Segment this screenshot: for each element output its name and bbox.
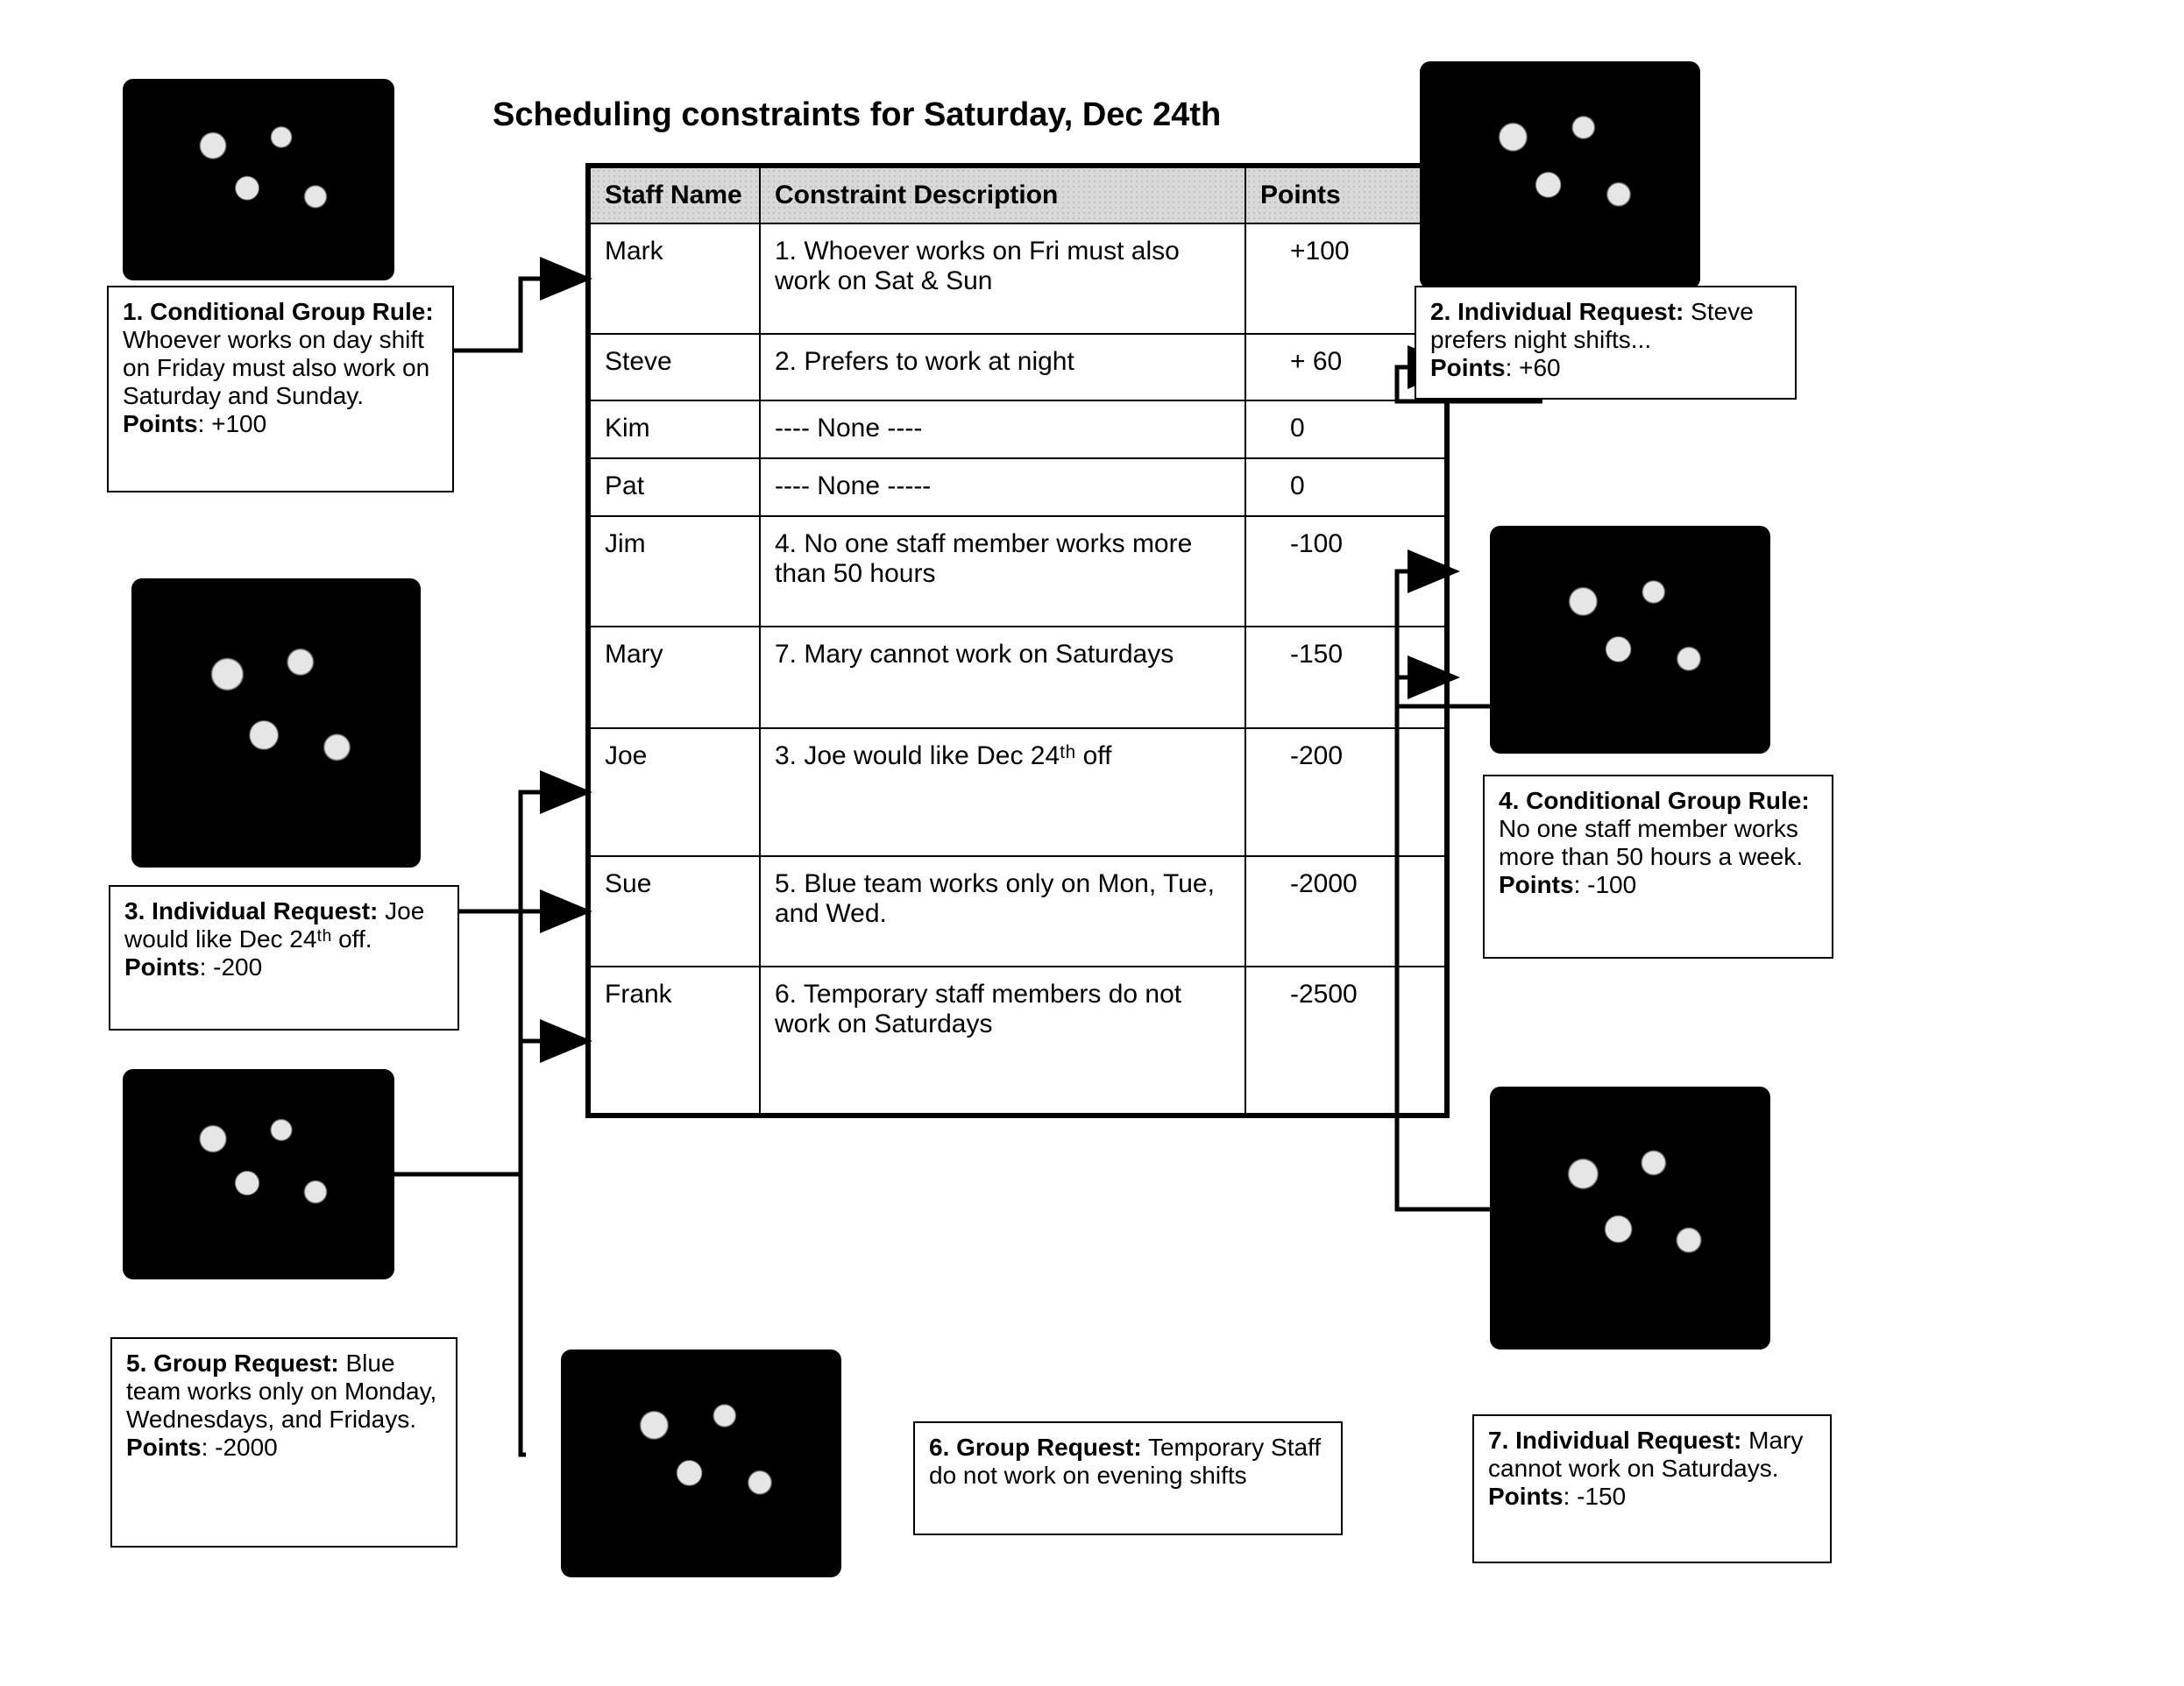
clipart-placeholder xyxy=(123,79,394,280)
annotation-title: 6. Group Request: xyxy=(929,1434,1142,1461)
col-header-points: Points xyxy=(1245,166,1447,223)
annotation-points-label: Points xyxy=(124,953,200,981)
annotation-points-label: Points xyxy=(1499,871,1574,898)
annotation-body: Whoever works on day shift on Friday mus… xyxy=(123,326,429,409)
annotation-title: 7. Individual Request: xyxy=(1488,1427,1741,1454)
table-row: Pat---- None -----0 xyxy=(588,458,1447,516)
col-header-staff: Staff Name xyxy=(588,166,760,223)
cell-staff: Steve xyxy=(588,334,760,400)
cell-staff: Jim xyxy=(588,516,760,627)
table-body: Mark1. Whoever works on Fri must also wo… xyxy=(588,223,1447,1116)
table-row: Kim---- None ----0 xyxy=(588,400,1447,458)
cell-staff: Kim xyxy=(588,400,760,458)
cell-desc: 2. Prefers to work at night xyxy=(760,334,1245,400)
table-row: Steve2. Prefers to work at night+ 60 xyxy=(588,334,1447,400)
cell-points: -200 xyxy=(1245,728,1447,856)
annotation-points: : -100 xyxy=(1574,871,1637,898)
cell-desc: 1. Whoever works on Fri must also work o… xyxy=(760,223,1245,334)
annotation-points: : +60 xyxy=(1506,354,1561,381)
cell-desc: ---- None ----- xyxy=(760,458,1245,516)
cell-desc: ---- None ---- xyxy=(760,400,1245,458)
annotation-title: 3. Individual Request: xyxy=(124,897,378,924)
annotation-box: 2. Individual Request: Steve prefers nig… xyxy=(1415,286,1797,400)
annotation-points-label: Points xyxy=(126,1434,202,1461)
annotation-points-label: Points xyxy=(1488,1483,1564,1510)
cell-desc: 4. No one staff member works more than 5… xyxy=(760,516,1245,627)
table-row: Sue5. Blue team works only on Mon, Tue, … xyxy=(588,856,1447,967)
table-row: Jim4. No one staff member works more tha… xyxy=(588,516,1447,627)
annotation-points: : -2000 xyxy=(202,1434,278,1461)
scheduling-diagram: Scheduling constraints for Saturday, Dec… xyxy=(0,0,2184,1686)
connector-arrow xyxy=(454,279,584,351)
cell-points: -100 xyxy=(1245,516,1447,627)
clipart-placeholder xyxy=(131,578,421,868)
table-row: Joe3. Joe would like Dec 24ᵗʰ off-200 xyxy=(588,728,1447,856)
clipart-placeholder xyxy=(1490,526,1770,754)
cell-points: 0 xyxy=(1245,458,1447,516)
annotation-body: No one staff member works more than 50 h… xyxy=(1499,815,1803,870)
connector-arrow xyxy=(459,792,584,911)
annotation-title: 1. Conditional Group Rule: xyxy=(123,298,434,325)
clipart-placeholder xyxy=(1420,61,1700,289)
table-row: Mary7. Mary cannot work on Saturdays-150 xyxy=(588,627,1447,728)
table-header-row: Staff Name Constraint Description Points xyxy=(588,166,1447,223)
annotation-points: : -200 xyxy=(200,953,263,981)
annotation-box: 7. Individual Request: Mary cannot work … xyxy=(1472,1414,1832,1563)
annotation-box: 4. Conditional Group Rule: No one staff … xyxy=(1483,775,1833,959)
cell-staff: Frank xyxy=(588,967,760,1116)
page-title: Scheduling constraints for Saturday, Dec… xyxy=(493,96,1221,134)
table-row: Frank6. Temporary staff members do not w… xyxy=(588,967,1447,1116)
annotation-title: 2. Individual Request: xyxy=(1430,298,1684,325)
annotation-title: 4. Conditional Group Rule: xyxy=(1499,787,1810,814)
annotation-box: 3. Individual Request: Joe would like De… xyxy=(109,885,459,1031)
annotation-title: 5. Group Request: xyxy=(126,1350,339,1377)
cell-points: -150 xyxy=(1245,627,1447,728)
cell-points: 0 xyxy=(1245,400,1447,458)
cell-staff: Mark xyxy=(588,223,760,334)
annotation-points: : +100 xyxy=(198,410,267,437)
annotation-points-label: Points xyxy=(1430,354,1506,381)
clipart-placeholder xyxy=(123,1069,394,1279)
constraints-table: Staff Name Constraint Description Points… xyxy=(585,163,1450,1118)
clipart-placeholder xyxy=(561,1350,841,1577)
annotation-box: 1. Conditional Group Rule: Whoever works… xyxy=(107,286,454,492)
cell-desc: 5. Blue team works only on Mon, Tue, and… xyxy=(760,856,1245,967)
cell-staff: Mary xyxy=(588,627,760,728)
cell-desc: 7. Mary cannot work on Saturdays xyxy=(760,627,1245,728)
cell-points: -2500 xyxy=(1245,967,1447,1116)
table-row: Mark1. Whoever works on Fri must also wo… xyxy=(588,223,1447,334)
cell-desc: 3. Joe would like Dec 24ᵗʰ off xyxy=(760,728,1245,856)
cell-staff: Pat xyxy=(588,458,760,516)
col-header-desc: Constraint Description xyxy=(760,166,1245,223)
annotation-box: 5. Group Request: Blue team works only o… xyxy=(110,1337,457,1548)
cell-staff: Sue xyxy=(588,856,760,967)
annotation-points-label: Points xyxy=(123,410,198,437)
clipart-placeholder xyxy=(1490,1087,1770,1350)
cell-staff: Joe xyxy=(588,728,760,856)
cell-desc: 6. Temporary staff members do not work o… xyxy=(760,967,1245,1116)
annotation-points: : -150 xyxy=(1564,1483,1627,1510)
cell-points: -2000 xyxy=(1245,856,1447,967)
annotation-box: 6. Group Request: Temporary Staff do not… xyxy=(913,1421,1343,1535)
